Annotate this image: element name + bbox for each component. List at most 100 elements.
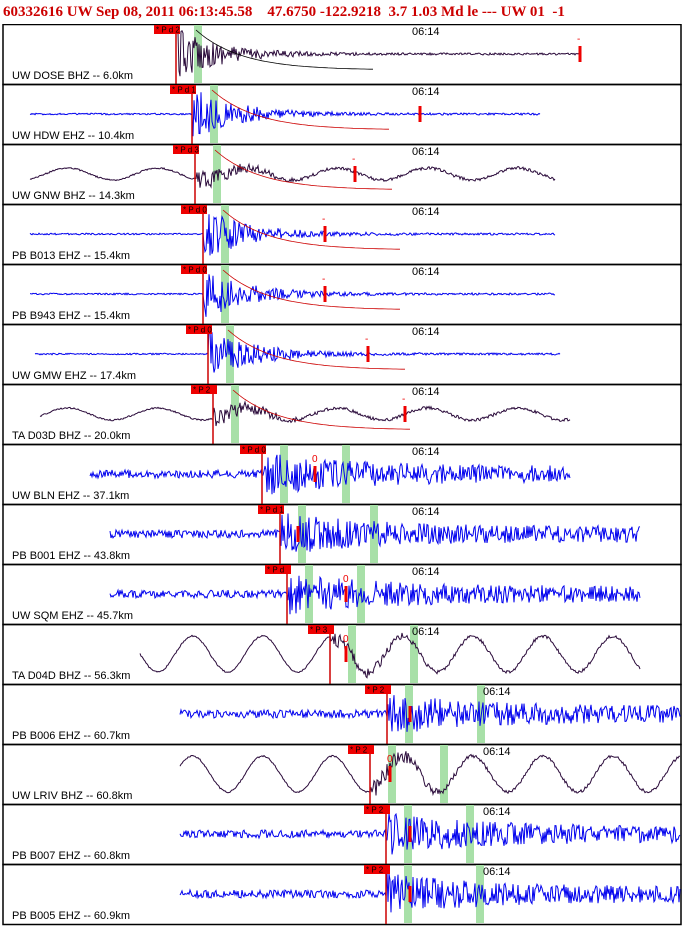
trace-panel: * P 3 0 06:14 TA D04D BHZ -- 56.3km [2, 623, 682, 686]
time-label: 06:14 [412, 506, 440, 518]
time-label: 06:14 [412, 266, 440, 278]
pick-label-box [170, 85, 196, 94]
coda-marker-label: 0 [387, 754, 393, 765]
station-label: PB B001 EHZ -- 43.8km [12, 550, 130, 562]
station-label: UW GNW BHZ -- 14.3km [12, 190, 135, 202]
time-label: 06:14 [412, 146, 440, 158]
station-label: PB B007 EHZ -- 60.8km [12, 850, 130, 862]
pick-label-box [181, 205, 207, 214]
pick-label-box [364, 805, 390, 814]
waveform-trace [179, 695, 681, 732]
coda-marker [366, 346, 370, 362]
pick-label: * P d 3 [175, 146, 199, 155]
trace-panel: * P d 2 - 06:14 UW DOSE BHZ -- 6.0km [2, 24, 682, 86]
time-label: 06:14 [412, 26, 440, 38]
trace-panel: * P d 1 06:14 PB B001 EHZ -- 43.8km [2, 503, 682, 566]
station-label: UW GMW EHZ -- 17.4km [12, 370, 136, 382]
time-label: 06:14 [483, 866, 511, 878]
pick-label: * P d 0 [242, 446, 266, 455]
event-header: 60332616 UW Sep 08, 2011 06:13:45.58 47.… [3, 4, 565, 20]
trace-panel: * P d 0 0 06:14 UW BLN EHZ -- 37.1km [2, 443, 682, 506]
pick-label: * P 2 [366, 866, 384, 875]
waveform-trace [29, 162, 556, 189]
phase-window-band [298, 505, 306, 563]
coda-marker-label: - [402, 394, 405, 405]
pick-label: * P 2 [193, 386, 211, 395]
trace-panel: * P d 0 - 06:14 PB B943 EHZ -- 15.4km [2, 263, 682, 326]
phase-window-band [440, 745, 448, 803]
pick-label-box [173, 145, 199, 154]
pick-label: * P d [267, 566, 284, 575]
waveform-trace [34, 327, 561, 373]
coda-envelope-curve [214, 149, 392, 190]
phase-window-band [410, 625, 418, 683]
coda-envelope-curve [222, 209, 400, 250]
phase-window-band [194, 25, 202, 83]
time-label: 06:14 [412, 566, 440, 578]
station-label: UW HDW EHZ -- 10.4km [12, 130, 134, 142]
waveform-trace [89, 454, 571, 495]
waveform-trace [179, 872, 681, 913]
phase-window-band [370, 505, 378, 563]
station-label: TA D04D BHZ -- 56.3km [12, 670, 130, 682]
trace-panel: * P 2 06:14 PB B007 EHZ -- 60.8km [2, 803, 682, 866]
time-label: 06:14 [483, 686, 511, 698]
pick-label-box [240, 445, 266, 454]
waveform-trace [29, 274, 556, 317]
phase-window-band [210, 85, 218, 143]
coda-marker [344, 586, 348, 602]
pick-label-box [265, 565, 291, 574]
pick-label-box [364, 865, 390, 874]
waveform-trace [29, 92, 541, 137]
phase-window-band [342, 445, 350, 503]
pick-label: * P d 1 [260, 506, 284, 515]
coda-marker-label: - [352, 154, 355, 165]
coda-marker [323, 226, 327, 242]
coda-marker [344, 646, 348, 662]
phase-window-band [226, 325, 234, 383]
coda-marker [296, 526, 300, 542]
pick-label: * P d 0 [188, 326, 212, 335]
coda-envelope-curve [232, 389, 410, 430]
station-label: PB B006 EHZ -- 60.7km [12, 730, 130, 742]
pick-label-box [181, 265, 207, 274]
coda-envelope-curve [222, 269, 400, 310]
pick-label-box [258, 505, 284, 514]
trace-panel: * P d 3 - 06:14 UW GNW BHZ -- 14.3km [2, 143, 682, 206]
trace-panel: * P 2 0 06:14 UW LRIV BHZ -- 60.8km [2, 743, 682, 806]
coda-marker [403, 406, 407, 422]
trace-panel: * P 2 06:14 PB B005 EHZ -- 60.9km [2, 863, 682, 926]
pick-label: * P d 0 [183, 266, 207, 275]
phase-window-band [388, 745, 396, 803]
time-label: 06:14 [483, 746, 511, 758]
coda-marker-label: - [365, 334, 368, 345]
phase-window-band [221, 265, 229, 323]
coda-marker-label: 0 [343, 574, 349, 585]
station-label: TA D03D BHZ -- 20.0km [12, 430, 130, 442]
waveform-trace [39, 400, 571, 427]
coda-marker [578, 46, 582, 62]
station-label: UW BLN EHZ -- 37.1km [12, 490, 129, 502]
coda-marker [323, 286, 327, 302]
time-label: 06:14 [412, 86, 440, 98]
coda-envelope-curve [195, 29, 373, 70]
pick-label: * P d 1 [172, 86, 196, 95]
pick-label-box [191, 385, 217, 394]
phase-window-band [404, 865, 412, 923]
trace-panel: * P d 0 - 06:14 UW GMW EHZ -- 17.4km [2, 323, 682, 386]
station-label: PB B943 EHZ -- 15.4km [12, 310, 130, 322]
coda-marker-label: - [322, 274, 325, 285]
coda-envelope-curve [227, 329, 405, 370]
coda-marker [418, 106, 422, 122]
pick-label: * P 2 [350, 746, 368, 755]
station-label: UW LRIV BHZ -- 60.8km [12, 790, 132, 802]
coda-marker [408, 886, 412, 902]
station-label: UW SQM EHZ -- 45.7km [12, 610, 133, 622]
station-label: PB B005 EHZ -- 60.9km [12, 910, 130, 922]
time-label: 06:14 [483, 806, 511, 818]
waveform-trace [177, 30, 581, 77]
pick-label: * P 3 [310, 626, 328, 635]
pick-label-box [186, 325, 212, 334]
trace-panel: * P d 0 - 06:14 PB B013 EHZ -- 15.4km [2, 203, 682, 266]
pick-label-box [365, 685, 391, 694]
